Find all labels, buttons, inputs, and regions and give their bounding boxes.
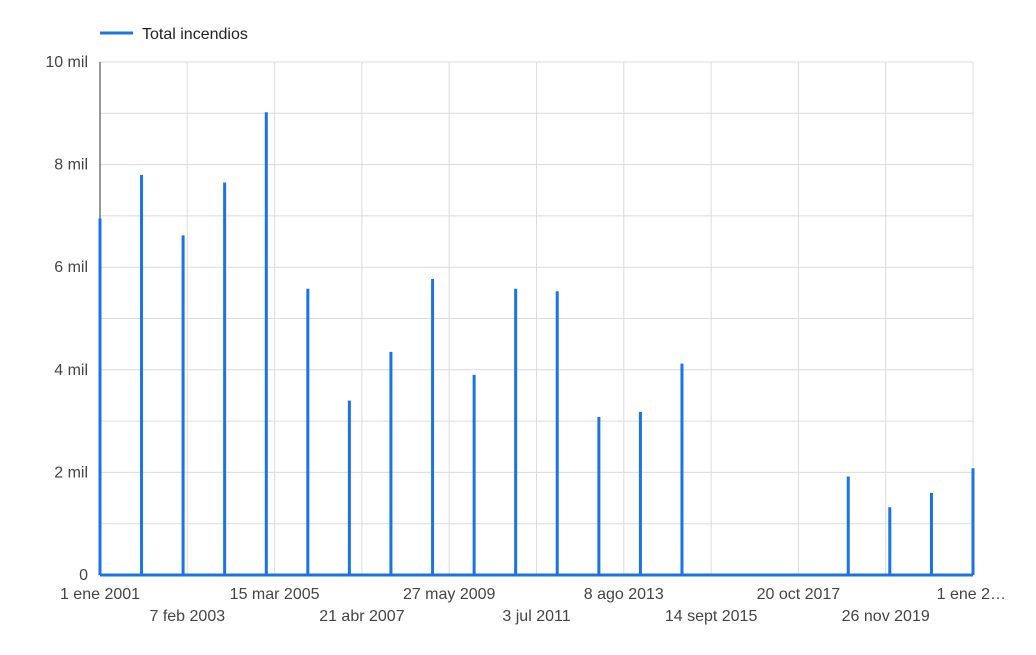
- x-tick-label: 26 nov 2019: [842, 608, 930, 625]
- y-tick-label: 10 mil: [45, 54, 88, 71]
- y-tick-label: 4 mil: [54, 362, 88, 379]
- x-tick-label: 15 mar 2005: [230, 586, 320, 603]
- x-tick-label: 3 jul 2011: [502, 608, 570, 625]
- x-tick-label: 8 ago 2013: [584, 586, 664, 603]
- legend-label: Total incendios: [142, 26, 248, 43]
- y-axis-labels: 0 2 mil 4 mil 6 mil 8 mil 10 mil: [45, 54, 88, 584]
- y-tick-label: 2 mil: [54, 464, 88, 481]
- x-tick-label: 7 feb 2003: [149, 608, 225, 625]
- x-tick-label: 14 sept 2015: [665, 608, 758, 625]
- plot-area[interactable]: [98, 112, 975, 577]
- y-tick-label: 8 mil: [54, 157, 88, 174]
- gridlines: [99, 61, 974, 576]
- x-tick-label: 20 oct 2017: [757, 586, 841, 603]
- x-tick-label: 21 abr 2007: [319, 608, 405, 625]
- x-axis-labels: 1 ene 2001 7 feb 2003 15 mar 2005 21 abr 20…: [60, 586, 1006, 625]
- x-tick-label: 1 ene 2001: [60, 586, 140, 603]
- x-tick-label: 27 may 2009: [403, 586, 496, 603]
- x-tick-label: 1 ene 2…: [937, 586, 1006, 603]
- y-tick-label: 0: [79, 567, 88, 584]
- y-tick-label: 6 mil: [54, 259, 88, 276]
- legend[interactable]: Total incendios: [100, 26, 248, 43]
